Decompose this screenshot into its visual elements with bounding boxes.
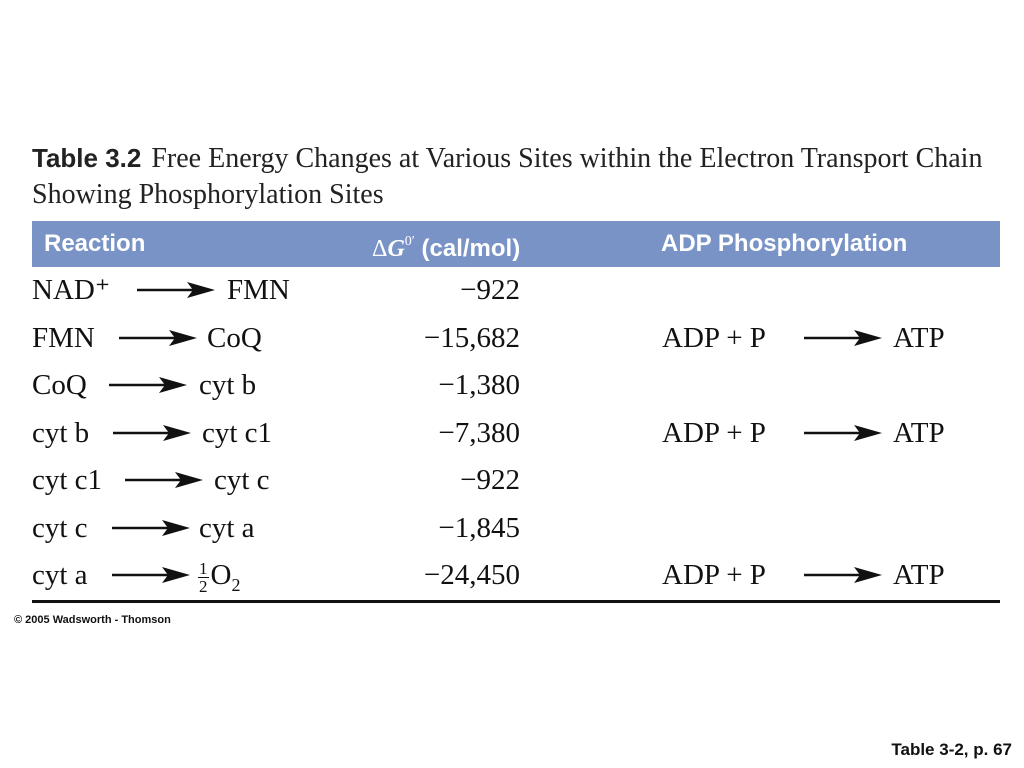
arrow-right-icon <box>804 567 882 583</box>
table-number: Table 3.2 <box>32 143 142 173</box>
table-row: FMN CoQ −15,682 ADP + P ATP <box>32 315 1000 361</box>
arrow-right-icon <box>804 424 882 441</box>
oxygen-subscript: 2 <box>231 574 241 595</box>
arrow-right-icon <box>804 329 882 346</box>
fraction-denominator: 2 <box>199 576 208 596</box>
reaction-product: cyt b <box>199 369 257 401</box>
phosphorylation-product: ATP <box>893 321 945 354</box>
reaction-product: cyt c1 <box>202 416 273 449</box>
reaction-source: cyt c1 <box>32 464 103 496</box>
header-reaction: Reaction <box>44 230 146 257</box>
table-row: cyt c cyt a −1,845 <box>32 505 1000 551</box>
delta-g-value: −922 <box>460 274 520 306</box>
fraction-numerator: 1 <box>198 558 209 578</box>
delta-g-value: −7,380 <box>438 416 520 449</box>
table-title-text: Free Energy Changes at Various Sites wit… <box>32 143 983 210</box>
phosphorylation-reactants: ADP + P <box>662 416 766 449</box>
reaction-source: NAD⁺ <box>32 274 111 306</box>
slide-caption: Table 3-2, p. 67 <box>891 740 1012 759</box>
delta-symbol: Δ <box>372 236 388 262</box>
oxygen-formula: O2 <box>210 559 241 595</box>
reaction-source: CoQ <box>32 369 87 401</box>
arrow-right-icon <box>109 377 187 393</box>
arrow-right-icon <box>137 282 215 298</box>
arrow-right-icon <box>125 472 203 488</box>
g-symbol: G <box>387 236 405 262</box>
reaction-product: 1 2 O2 <box>198 552 240 608</box>
table-row: NAD⁺ FMN −922 <box>32 267 1000 313</box>
reaction-product: FMN <box>227 274 290 306</box>
table-row: cyt b cyt c1 −7,380 ADP + P ATP <box>32 410 1000 456</box>
copyright-notice: © 2005 Wadsworth - Thomson <box>14 614 171 626</box>
phosphorylation-product: ATP <box>893 559 945 591</box>
reaction-product: CoQ <box>207 321 262 354</box>
table-bottom-rule <box>32 600 1000 603</box>
reaction-source: FMN <box>32 321 95 354</box>
table-row: cyt c1 cyt c −922 <box>32 457 1000 503</box>
header-adp-phosphorylation: ADP Phosphorylation <box>661 230 908 257</box>
delta-g-value: −1,380 <box>438 369 520 401</box>
arrow-right-icon <box>113 424 191 441</box>
table-row: cyt a 1 2 O2 −24,450 ADP + P ATP <box>32 552 1000 598</box>
header-delta-g: ΔG0′ (cal/mol) <box>372 221 520 267</box>
delta-g-value: −1,845 <box>438 511 520 544</box>
reaction-source: cyt b <box>32 416 90 449</box>
reaction-product: cyt c <box>214 464 270 496</box>
delta-g-value: −922 <box>460 464 520 496</box>
table-title: Table 3.2 Free Energy Changes at Various … <box>32 140 1002 213</box>
delta-g-value: −15,682 <box>423 321 520 354</box>
reaction-source: cyt c <box>32 511 88 544</box>
arrow-right-icon <box>112 567 190 583</box>
phosphorylation-product: ATP <box>893 416 945 449</box>
g-superscript: 0′ <box>404 234 415 249</box>
arrow-right-icon <box>112 519 190 536</box>
oxygen-symbol: O <box>210 559 232 591</box>
phosphorylation-reactants: ADP + P <box>662 321 766 354</box>
arrow-right-icon <box>119 329 197 346</box>
table-row: CoQ cyt b −1,380 <box>32 362 1000 408</box>
phosphorylation-reactants: ADP + P <box>662 559 766 591</box>
units-label: (cal/mol) <box>414 235 521 262</box>
reaction-product: cyt a <box>199 511 255 544</box>
delta-g-value: −24,450 <box>423 559 520 591</box>
table-header: Reaction ΔG0′ (cal/mol) ADP Phosphorylat… <box>32 221 1000 267</box>
reaction-source: cyt a <box>32 559 88 591</box>
